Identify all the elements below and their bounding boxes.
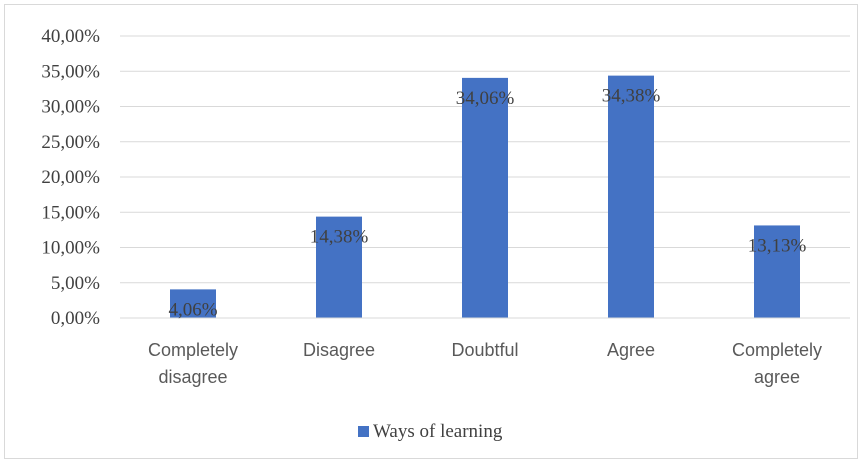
x-tick-label-line: Doubtful [451, 340, 518, 360]
y-tick-label: 25,00% [41, 132, 100, 153]
x-tick-label: Agree [607, 340, 655, 360]
x-tick-label: Doubtful [451, 340, 518, 360]
x-axis-tick-labels: Completely disagree Disagree Doubtful Agree C… [148, 340, 822, 387]
data-labels: 4,06% 14,38% 34,06% 34,38% 13,13% [168, 86, 806, 321]
data-label: 14,38% [310, 227, 369, 248]
y-tick-label: 0,00% [51, 308, 100, 329]
y-tick-label: 20,00% [41, 167, 100, 188]
x-tick-label-line: Agree [607, 340, 655, 360]
x-tick-label: Completely disagree [148, 340, 238, 387]
data-label: 4,06% [168, 299, 217, 320]
bars [170, 75, 800, 318]
y-tick-label: 15,00% [41, 202, 100, 223]
y-tick-label: 5,00% [51, 273, 100, 294]
x-tick-label-line: disagree [158, 367, 227, 387]
data-label: 34,06% [456, 88, 515, 109]
y-tick-label: 35,00% [41, 61, 100, 82]
x-tick-label-line: Completely [148, 340, 238, 360]
x-tick-label: Disagree [303, 340, 375, 360]
bar [608, 75, 654, 318]
legend: Ways of learning [358, 421, 503, 442]
data-label: 34,38% [602, 86, 661, 107]
bar [170, 289, 216, 318]
y-tick-label: 40,00% [41, 26, 100, 47]
x-tick-label-line: Disagree [303, 340, 375, 360]
y-axis-tick-labels: 0,00% 5,00% 10,00% 15,00% 20,00% 25,00% 30,00%… [41, 26, 100, 329]
legend-label: Ways of learning [373, 421, 503, 442]
data-label: 13,13% [748, 235, 807, 256]
x-tick-label-line: agree [754, 367, 800, 387]
bar [754, 225, 800, 318]
x-tick-label-line: Completely [732, 340, 822, 360]
legend-swatch [358, 426, 369, 437]
x-tick-label: Completely agree [732, 340, 822, 387]
bar [316, 216, 362, 318]
y-tick-label: 10,00% [41, 238, 100, 259]
chart-area [4, 4, 858, 459]
y-tick-label: 30,00% [41, 97, 100, 118]
bar [462, 77, 508, 318]
